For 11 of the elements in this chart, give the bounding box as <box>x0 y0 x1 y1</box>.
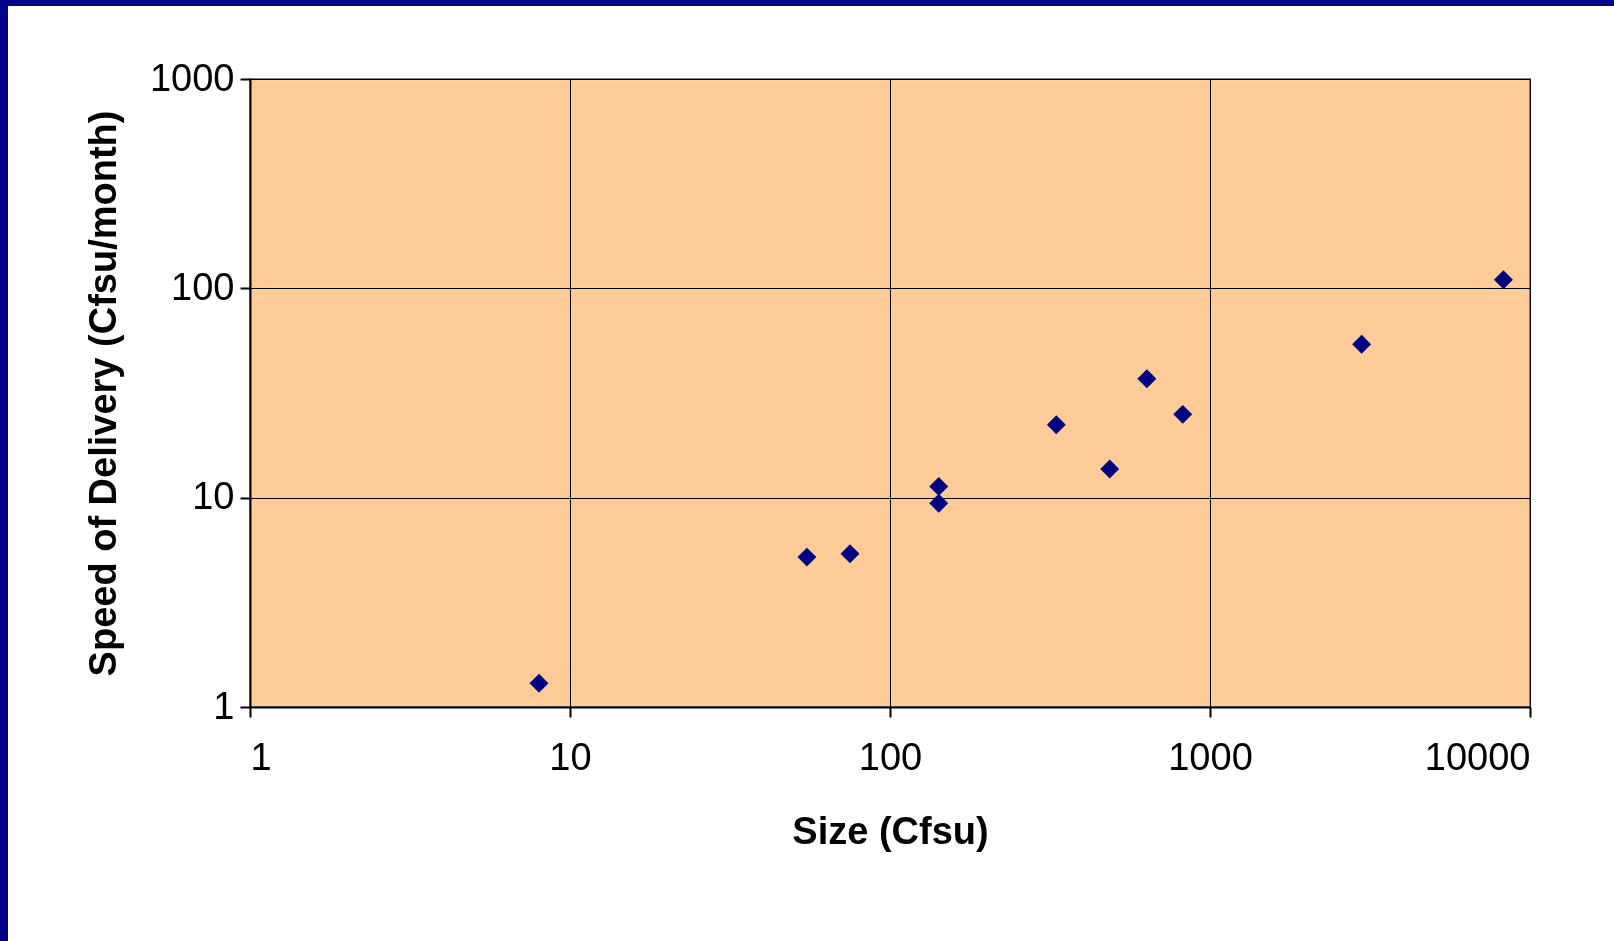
y-tick-label: 1 <box>213 684 235 727</box>
x-tick-label: 10000 <box>1424 735 1531 778</box>
x-tick-label: 1 <box>250 735 272 778</box>
y-tick-label: 100 <box>171 265 235 308</box>
x-axis-title: Size (Cfsu) <box>792 809 989 852</box>
x-tick-label: 10 <box>549 735 592 778</box>
y-tick-label: 10 <box>192 475 235 518</box>
y-axis-title: Speed of Delivery (Cfsu/month) <box>81 110 124 677</box>
y-tick-label: 1000 <box>149 56 235 99</box>
x-tick-label: 1000 <box>1168 735 1253 778</box>
x-tick-label: 100 <box>858 735 923 778</box>
